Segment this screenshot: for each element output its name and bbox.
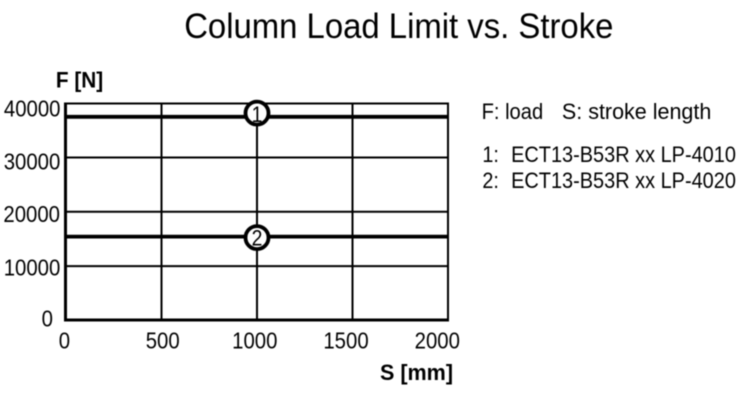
svg-text:F [N]: F [N] — [56, 68, 103, 93]
svg-text:1: 1 — [252, 103, 263, 127]
svg-text:1000: 1000 — [232, 328, 277, 354]
svg-text:0: 0 — [42, 306, 53, 332]
svg-text:2:: 2: — [482, 169, 498, 193]
svg-text:10000: 10000 — [4, 255, 61, 281]
svg-text:20000: 20000 — [3, 201, 60, 227]
svg-text:1:: 1: — [482, 143, 498, 167]
svg-text:ECT13-B53R xx LP-4010: ECT13-B53R xx LP-4010 — [511, 143, 736, 167]
svg-text:Column Load Limit vs. Stroke: Column Load Limit vs. Stroke — [184, 7, 613, 46]
svg-text:500: 500 — [146, 328, 180, 354]
svg-text:40000: 40000 — [4, 95, 61, 121]
svg-text:2: 2 — [252, 226, 263, 250]
svg-text:F: load: F: load — [482, 100, 544, 124]
svg-text:ECT13-B53R xx LP-4020: ECT13-B53R xx LP-4020 — [511, 169, 736, 193]
svg-text:0: 0 — [59, 328, 70, 354]
svg-text:1500: 1500 — [323, 328, 368, 354]
svg-text:30000: 30000 — [4, 148, 61, 174]
svg-text:2000: 2000 — [415, 328, 460, 354]
svg-text:S: stroke length: S: stroke length — [562, 99, 711, 124]
svg-text:S [mm]: S [mm] — [380, 360, 453, 385]
